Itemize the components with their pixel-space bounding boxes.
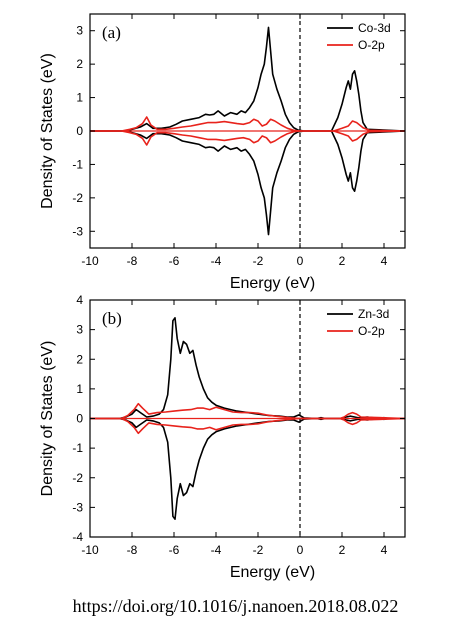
y-tick-label: -4: [72, 530, 83, 544]
y-tick-label: 0: [76, 124, 83, 138]
x-tick-label: -6: [169, 254, 180, 268]
x-tick-label: 0: [297, 543, 304, 557]
y-tick-label: -2: [72, 471, 83, 485]
x-tick-label: -4: [211, 254, 222, 268]
y-tick-label: 3: [76, 323, 83, 337]
y-tick-label: 2: [76, 57, 83, 71]
x-tick-label: -8: [127, 543, 138, 557]
series-o-2p-up: [90, 402, 406, 420]
series-zn-3d-down: [90, 417, 405, 520]
y-tick-label: 4: [76, 293, 83, 307]
x-tick-label: -10: [81, 254, 99, 268]
series-o-2p-up: [90, 116, 406, 132]
x-tick-label: -10: [81, 543, 99, 557]
y-axis-title: Density of States (eV): [39, 341, 56, 497]
y-tick-label: 2: [76, 352, 83, 366]
x-tick-label: 4: [381, 543, 388, 557]
y-tick-label: -3: [72, 224, 83, 238]
panel-label: (a): [102, 23, 121, 42]
x-tick-label: 2: [339, 254, 346, 268]
x-tick-label: 2: [339, 543, 346, 557]
legend-label: Co-3d: [358, 21, 391, 35]
legend-label: Zn-3d: [358, 307, 389, 321]
x-tick-label: 0: [297, 254, 304, 268]
x-tick-label: 4: [381, 254, 388, 268]
y-tick-label: 1: [76, 91, 83, 105]
y-tick-label: 1: [76, 382, 83, 396]
x-tick-label: -6: [169, 543, 180, 557]
x-tick-label: -4: [211, 543, 222, 557]
panel-label: (b): [102, 309, 122, 328]
y-axis-title: Density of States (eV): [39, 53, 56, 209]
y-tick-label: -2: [72, 191, 83, 205]
legend-label: O-2p: [358, 38, 385, 52]
x-tick-label: -2: [253, 543, 264, 557]
x-tick-label: -8: [127, 254, 138, 268]
series-o-2p-down: [90, 130, 406, 146]
series-co-3d-down: [90, 130, 406, 236]
y-tick-label: -3: [72, 500, 83, 514]
legend-label: O-2p: [358, 324, 385, 338]
x-axis-title: Energy (eV): [230, 275, 315, 292]
y-tick-label: -1: [72, 441, 83, 455]
doi-caption: https://doi.org/10.1016/j.nanoen.2018.08…: [72, 596, 399, 616]
series-zn-3d-up: [90, 317, 405, 420]
series-co-3d-up: [90, 26, 406, 132]
y-tick-label: -1: [72, 157, 83, 171]
x-axis-title: Energy (eV): [230, 564, 315, 581]
x-tick-label: -2: [253, 254, 264, 268]
y-tick-label: 0: [76, 412, 83, 426]
y-tick-label: 3: [76, 24, 83, 38]
series-o-2p-down: [90, 417, 406, 435]
